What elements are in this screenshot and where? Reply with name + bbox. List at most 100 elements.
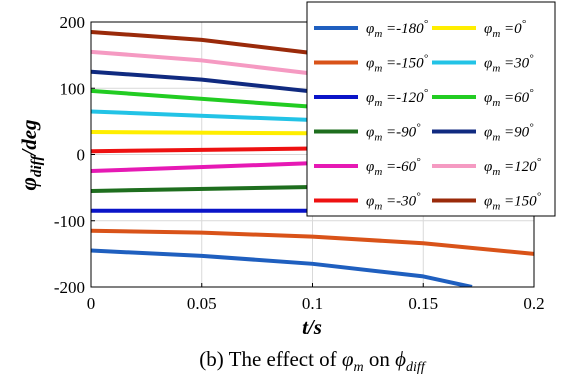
legend-label: φm =60° — [484, 87, 534, 109]
legend-label-value: -180 — [396, 21, 424, 37]
legend-label: φm =150° — [484, 191, 542, 213]
legend-label-var: φ — [366, 56, 374, 72]
legend-label: φm =90° — [484, 122, 534, 144]
legend-label-sub: m — [374, 132, 382, 144]
caption-var2-sub: diff — [406, 360, 427, 375]
legend-label-value: 150 — [514, 194, 537, 210]
legend-label-value: -90 — [396, 125, 416, 141]
y-tick-label: 0 — [77, 146, 86, 165]
series-line-6 — [91, 161, 313, 174]
legend-label-degree: ° — [529, 87, 534, 99]
legend-label-var: φ — [484, 194, 492, 210]
y-axis-label-sub: diff — [29, 154, 45, 177]
legend-items: φm =-180° φm =0°φm =-150° φm =30°φm =-120°… — [314, 18, 542, 213]
legend-label: φm =-60° — [366, 156, 421, 178]
legend-label-eq: = — [500, 21, 514, 37]
legend-label-eq: = — [382, 21, 396, 37]
series-line-9 — [91, 69, 313, 94]
legend-label: φm =-150° — [366, 53, 429, 75]
legend-label-var: φ — [366, 90, 374, 106]
legend-label-sub: m — [492, 97, 500, 109]
caption-mid: on — [364, 347, 396, 371]
caption-var1-sub: m — [354, 360, 364, 375]
legend-label-eq: = — [500, 159, 514, 175]
legend-label: φm =-30° — [366, 191, 421, 213]
legend-label-degree: ° — [522, 18, 527, 30]
legend-label-sub: m — [492, 63, 500, 75]
legend-label-eq: = — [500, 194, 514, 210]
legend-label-sub: m — [492, 166, 500, 178]
series-line-7 — [91, 88, 313, 109]
legend-label: φm =-90° — [366, 122, 421, 144]
legend-label-degree: ° — [537, 156, 542, 168]
svg-text:φdiff/deg: φdiff/deg — [16, 119, 45, 190]
legend-label-eq: = — [382, 56, 396, 72]
y-axis-label-main: φ — [16, 177, 41, 190]
legend-label-sub: m — [374, 201, 382, 213]
legend-label-var: φ — [484, 159, 492, 175]
x-tick-label: 0 — [87, 294, 96, 313]
series-line-8 — [91, 146, 313, 154]
legend-label-degree: ° — [529, 122, 534, 134]
series-line-5 — [91, 109, 313, 123]
legend-label: φm =30° — [484, 53, 534, 75]
legend-label-var: φ — [484, 90, 492, 106]
legend-label-var: φ — [484, 21, 492, 37]
x-tick-label: 0.1 — [302, 294, 323, 313]
legend-label-value: -60 — [396, 159, 416, 175]
y-axis-label-unit: /deg — [17, 119, 41, 157]
x-tick-label: 0.05 — [187, 294, 217, 313]
series-line-4 — [91, 184, 313, 193]
legend-label: φm =-120° — [366, 87, 429, 109]
legend-label-degree: ° — [537, 191, 542, 203]
x-axis-label: t/s — [302, 315, 322, 339]
legend-label-value: 30 — [513, 56, 530, 72]
series-line-1 — [91, 228, 534, 256]
legend-label-degree: ° — [424, 53, 429, 65]
series-lines — [91, 29, 534, 287]
legend-label-value: 60 — [514, 90, 530, 106]
legend-label-eq: = — [500, 56, 514, 72]
legend-label-value: -150 — [396, 56, 424, 72]
caption-prefix: (b) The effect of — [199, 347, 342, 371]
series-line-11 — [91, 29, 313, 56]
legend-label-var: φ — [484, 56, 492, 72]
y-axis-label: φdiff/deg — [16, 119, 45, 190]
legend-label-eq: = — [382, 159, 396, 175]
legend-label-sub: m — [374, 97, 382, 109]
legend-label-value: 0 — [514, 21, 522, 37]
legend-label-var: φ — [366, 21, 374, 37]
legend-label-var: φ — [366, 125, 374, 141]
legend-label-eq: = — [500, 125, 514, 141]
legend-label-degree: ° — [416, 122, 421, 134]
legend-label-eq: = — [382, 194, 396, 210]
series-line-0 — [91, 248, 473, 287]
legend-label-degree: ° — [416, 156, 421, 168]
legend-label: φm =120° — [484, 156, 542, 178]
caption-var1: φ — [342, 347, 354, 371]
legend-label-sub: m — [492, 201, 500, 213]
legend-label-degree: ° — [529, 53, 534, 65]
legend: φm =-180° φm =0°φm =-150° φm =30°φm =-120°… — [306, 1, 556, 217]
legend-label-degree: ° — [416, 191, 421, 203]
legend-label-eq: = — [382, 125, 396, 141]
legend-label-var: φ — [484, 125, 492, 141]
legend-label-value: 90 — [514, 125, 530, 141]
legend-label-sub: m — [492, 132, 500, 144]
x-tick-label: 0.15 — [408, 294, 438, 313]
legend-label: φm =-180° — [366, 18, 429, 40]
legend-label-var: φ — [366, 159, 374, 175]
caption: (b) The effect of φm on ϕdiff — [199, 347, 427, 375]
legend-box — [306, 1, 556, 217]
y-tick-label: 200 — [60, 13, 86, 32]
legend-label-value: 120 — [514, 159, 537, 175]
axis-ticks: 0 0.05 0.1 0.15 0.2 -200 -100 0 100 200 — [54, 13, 545, 313]
y-tick-label: 100 — [60, 79, 86, 98]
legend-label-degree: ° — [424, 87, 429, 99]
caption-var2: ϕ — [395, 347, 406, 371]
x-tick-label: 0.2 — [523, 294, 544, 313]
legend-label-value: -120 — [396, 90, 424, 106]
legend-label: φm =0° — [484, 18, 527, 40]
legend-label-sub: m — [374, 28, 382, 40]
